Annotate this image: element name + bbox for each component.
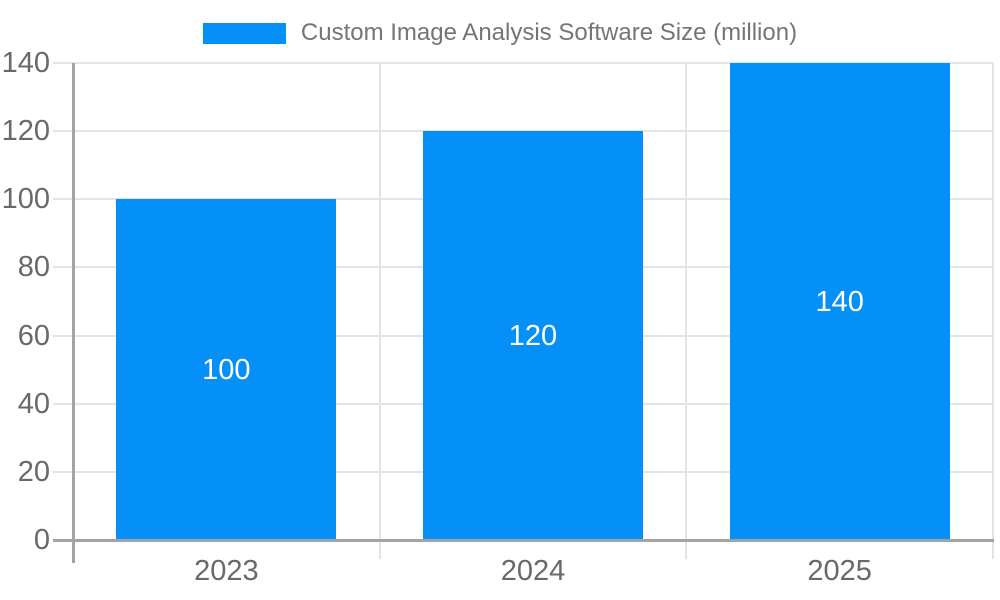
x-axis-line bbox=[53, 539, 994, 542]
x-tick-label: 2025 bbox=[807, 555, 872, 587]
y-tick-label: 60 bbox=[17, 319, 50, 352]
legend: Custom Image Analysis Software Size (mil… bbox=[0, 19, 1000, 47]
y-tick-label: 80 bbox=[17, 251, 50, 284]
y-tick-label: 40 bbox=[17, 387, 50, 420]
legend-label: Custom Image Analysis Software Size (mil… bbox=[300, 19, 798, 46]
x-tick-label: 2024 bbox=[500, 555, 566, 587]
legend-item[interactable]: Custom Image Analysis Software Size (mil… bbox=[202, 19, 798, 47]
y-tick-label: 120 bbox=[1, 115, 50, 148]
bar-value-label: 120 bbox=[508, 319, 558, 352]
y-tick-label: 0 bbox=[33, 524, 50, 556]
bar-2023[interactable] bbox=[116, 199, 337, 540]
legend-swatch bbox=[202, 22, 286, 44]
y-axis-line bbox=[72, 63, 75, 563]
bar-value-label: 100 bbox=[202, 353, 251, 386]
category-separator bbox=[378, 63, 381, 559]
y-tick-label: 100 bbox=[1, 183, 50, 216]
bar-2024[interactable] bbox=[423, 131, 643, 540]
gridline bbox=[53, 62, 993, 64]
y-tick-label: 140 bbox=[1, 47, 50, 79]
y-tick-label: 20 bbox=[17, 455, 50, 488]
x-tick-label: 2023 bbox=[194, 555, 259, 587]
category-separator bbox=[992, 63, 994, 559]
bar-2025[interactable] bbox=[729, 63, 950, 540]
bar-value-label: 140 bbox=[815, 285, 864, 318]
category-separator bbox=[685, 63, 688, 559]
